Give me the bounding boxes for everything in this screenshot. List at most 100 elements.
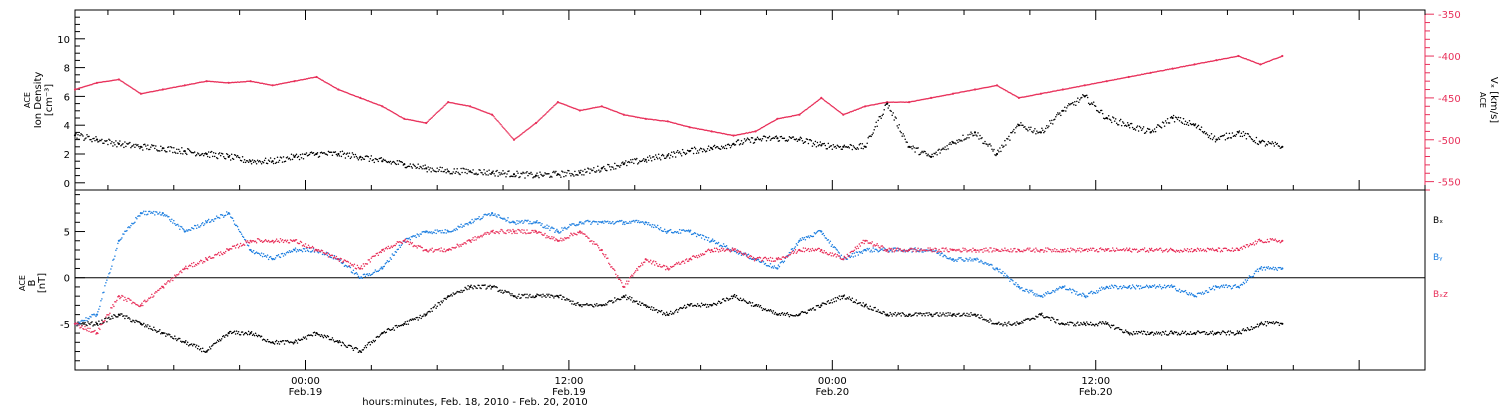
b-component-1-point	[1009, 280, 1011, 283]
density-point	[254, 161, 257, 163]
velocity-point	[830, 104, 833, 107]
density-point	[671, 156, 674, 158]
b-component-0-point	[516, 297, 518, 299]
b-component-1-point	[371, 273, 374, 275]
density-point	[199, 154, 202, 156]
b-component-0-point	[585, 303, 587, 306]
density-point	[1043, 131, 1045, 134]
b-component-0-point	[237, 331, 240, 333]
density-point	[279, 156, 282, 158]
density-point	[351, 152, 354, 154]
density-point	[296, 156, 299, 159]
b-component-2-point	[84, 325, 86, 328]
b-component-0-point	[236, 332, 239, 335]
b-component-0-point	[646, 305, 649, 307]
b-component-0-point	[209, 348, 212, 350]
b-component-0-point	[830, 299, 833, 301]
density-point	[1137, 130, 1140, 132]
b-component-1-point	[367, 274, 370, 277]
b-component-0-point	[222, 335, 225, 337]
density-point	[1195, 127, 1198, 129]
b-component-1-point	[549, 229, 551, 231]
density-point	[786, 140, 789, 142]
b-component-0-point	[330, 338, 333, 341]
b-component-1-point	[861, 252, 864, 255]
b-component-0-point	[331, 337, 334, 339]
density-point	[261, 160, 264, 163]
b-component-0-point	[900, 315, 902, 317]
density-point	[669, 154, 672, 156]
b-component-0-point	[265, 340, 268, 343]
b-component-0-point	[990, 320, 992, 322]
b-component-1-point	[630, 222, 632, 224]
density-point	[1244, 132, 1247, 135]
b-component-0-point	[416, 316, 418, 319]
density-point	[1098, 111, 1101, 114]
b-component-1-point	[374, 269, 377, 271]
b-component-1-point	[1167, 284, 1170, 287]
b-component-1-point	[395, 251, 398, 253]
b-component-0-point	[881, 312, 883, 315]
density-point	[788, 136, 791, 138]
b-component-1-point	[242, 236, 245, 239]
b-component-1-point	[991, 264, 993, 266]
b-component-1-point	[1147, 287, 1150, 289]
density-point	[530, 171, 532, 174]
b-component-0-point	[1100, 322, 1103, 325]
density-point	[630, 159, 632, 161]
b-component-0-point	[1101, 321, 1104, 323]
b-component-0-point	[1097, 322, 1100, 325]
b-component-0-point	[672, 313, 675, 315]
b-component-0-point	[918, 313, 920, 315]
b-component-0-point	[735, 294, 738, 297]
density-point	[945, 148, 947, 151]
density-point	[138, 145, 140, 148]
b-component-1-point	[1068, 289, 1070, 291]
density-point	[622, 161, 624, 163]
density-point	[187, 148, 190, 151]
b-component-0-point	[819, 306, 822, 309]
density-point	[189, 150, 192, 153]
b-component-0-point	[445, 298, 447, 300]
b-component-1-point	[339, 259, 342, 261]
b-component-1-point	[584, 221, 586, 223]
density-point	[661, 153, 664, 156]
b-component-0-point	[468, 288, 470, 290]
density-point	[625, 160, 627, 162]
b-component-1-point	[1253, 272, 1256, 275]
b-component-1-point	[1154, 287, 1157, 289]
b-component-1-point	[1027, 290, 1029, 293]
density-point	[1029, 128, 1031, 131]
density-point	[668, 157, 671, 159]
b-component-1-point	[614, 222, 616, 225]
density-point	[640, 160, 643, 163]
b-component-1-point	[452, 230, 454, 232]
b-component-1-point	[782, 261, 785, 264]
b-component-0-point	[266, 338, 269, 341]
density-point	[1072, 101, 1074, 104]
b-component-1-point	[628, 222, 630, 224]
density-point	[310, 151, 313, 153]
b-component-1-point	[1130, 286, 1133, 289]
density-point	[1272, 142, 1275, 145]
b-component-1-point	[1207, 291, 1210, 293]
density-point	[843, 144, 846, 147]
b-component-1-point	[330, 256, 333, 259]
b-component-1-point	[368, 272, 371, 275]
b-component-0-point	[607, 301, 609, 304]
b-component-1-point	[385, 261, 388, 264]
b-component-0-point	[1108, 325, 1111, 327]
b-component-0-point	[1117, 326, 1120, 329]
b-component-1-point	[675, 231, 678, 234]
b-component-1-point	[665, 232, 668, 234]
b-component-0-point	[975, 315, 977, 318]
density-point	[548, 172, 550, 175]
density-point	[681, 148, 684, 151]
b-component-1-point	[762, 261, 765, 263]
b-component-1-point	[1260, 265, 1263, 268]
left-tick-label: 10	[57, 35, 70, 46]
b-component-0-point	[117, 315, 119, 318]
density-point	[180, 152, 182, 155]
density-point	[523, 172, 525, 174]
b-component-0-point	[1079, 324, 1081, 326]
